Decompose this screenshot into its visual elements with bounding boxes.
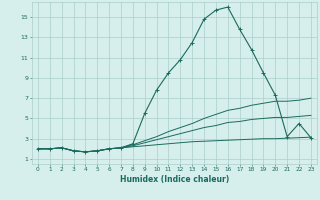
- X-axis label: Humidex (Indice chaleur): Humidex (Indice chaleur): [120, 175, 229, 184]
